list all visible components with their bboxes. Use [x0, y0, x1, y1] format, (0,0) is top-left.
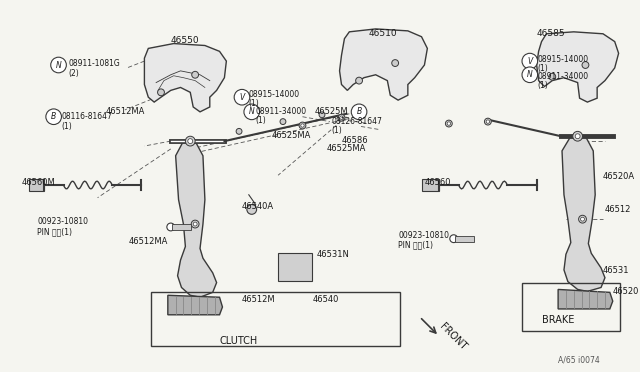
- Bar: [151, 292, 400, 346]
- Text: B: B: [51, 112, 56, 121]
- Circle shape: [486, 120, 490, 123]
- Circle shape: [356, 77, 362, 84]
- Circle shape: [340, 116, 343, 119]
- Text: 46560M: 46560M: [22, 178, 55, 187]
- Circle shape: [280, 119, 286, 125]
- Polygon shape: [562, 136, 605, 291]
- Text: 46560: 46560: [424, 178, 451, 187]
- Text: (1): (1): [332, 125, 342, 135]
- Bar: [278, 253, 312, 280]
- Text: (1): (1): [61, 122, 72, 131]
- Circle shape: [244, 104, 260, 120]
- Circle shape: [46, 109, 61, 125]
- Text: 46512MA: 46512MA: [106, 107, 145, 116]
- Bar: [29, 179, 44, 191]
- Text: 08911-1081G: 08911-1081G: [68, 59, 120, 68]
- Text: 08915-14000: 08915-14000: [538, 55, 589, 64]
- Text: 46520: 46520: [612, 288, 639, 296]
- Text: 08126-81647: 08126-81647: [332, 117, 383, 126]
- Circle shape: [167, 223, 175, 231]
- Circle shape: [575, 134, 580, 139]
- Circle shape: [319, 112, 325, 118]
- Circle shape: [522, 67, 538, 83]
- Circle shape: [193, 222, 197, 226]
- Circle shape: [445, 120, 452, 127]
- Circle shape: [51, 57, 67, 73]
- Circle shape: [192, 71, 198, 78]
- Bar: [454, 236, 474, 242]
- Circle shape: [579, 215, 586, 223]
- Text: BRAKE: BRAKE: [541, 315, 574, 325]
- Text: 46531N: 46531N: [317, 250, 350, 259]
- Text: PIN ビつ(1): PIN ビつ(1): [398, 241, 433, 250]
- Text: 46512MA: 46512MA: [129, 237, 168, 246]
- Circle shape: [549, 73, 556, 80]
- Circle shape: [186, 136, 195, 146]
- Text: 46510: 46510: [369, 29, 397, 38]
- Text: A/65 i0074: A/65 i0074: [558, 356, 600, 365]
- Text: 46540A: 46540A: [242, 202, 274, 211]
- Text: N: N: [527, 70, 532, 79]
- Text: 08911-34000: 08911-34000: [255, 107, 307, 116]
- Text: 46525MA: 46525MA: [327, 144, 366, 153]
- Text: 46512: 46512: [605, 205, 631, 214]
- Circle shape: [234, 89, 250, 105]
- Text: B: B: [356, 108, 362, 116]
- Polygon shape: [168, 295, 223, 315]
- Text: 46585: 46585: [537, 29, 565, 38]
- Text: PIN ビつ(1): PIN ビつ(1): [37, 227, 72, 236]
- Text: (1): (1): [538, 64, 548, 73]
- Circle shape: [573, 131, 582, 141]
- Circle shape: [392, 60, 399, 67]
- Text: 46531: 46531: [603, 266, 630, 275]
- Text: (2): (2): [68, 69, 79, 78]
- Text: V: V: [239, 93, 244, 102]
- Polygon shape: [145, 44, 227, 112]
- Text: 08915-14000: 08915-14000: [249, 90, 300, 99]
- Circle shape: [191, 220, 199, 228]
- Text: FRONT: FRONT: [437, 322, 468, 352]
- Circle shape: [450, 235, 458, 243]
- Bar: [172, 224, 191, 230]
- Text: 46540: 46540: [312, 295, 339, 304]
- Circle shape: [522, 53, 538, 69]
- Text: (1): (1): [538, 81, 548, 90]
- Text: 46550: 46550: [171, 36, 200, 45]
- Text: N: N: [249, 108, 255, 116]
- Text: (1): (1): [255, 116, 266, 125]
- Text: 00923-10810: 00923-10810: [37, 217, 88, 226]
- Circle shape: [188, 139, 193, 144]
- Text: 46525M: 46525M: [314, 107, 348, 116]
- Polygon shape: [340, 29, 428, 100]
- Circle shape: [447, 122, 451, 125]
- Text: 00923-10810: 00923-10810: [398, 231, 449, 240]
- Text: 46586: 46586: [342, 136, 368, 145]
- Text: V: V: [527, 57, 532, 65]
- Circle shape: [582, 62, 589, 68]
- Text: 46525MA: 46525MA: [271, 131, 310, 140]
- Circle shape: [157, 89, 164, 96]
- Circle shape: [351, 104, 367, 120]
- Circle shape: [484, 118, 492, 125]
- Circle shape: [236, 128, 242, 134]
- Circle shape: [299, 122, 306, 129]
- Circle shape: [247, 205, 257, 214]
- Bar: [422, 179, 439, 191]
- Circle shape: [580, 217, 584, 221]
- Text: (1): (1): [249, 99, 260, 108]
- Bar: [522, 283, 620, 331]
- Circle shape: [301, 124, 304, 127]
- Polygon shape: [537, 32, 619, 102]
- Text: 08911-34000: 08911-34000: [538, 72, 589, 81]
- Text: N: N: [56, 61, 61, 70]
- Polygon shape: [175, 141, 216, 297]
- Text: 46512M: 46512M: [242, 295, 276, 304]
- Polygon shape: [558, 289, 612, 309]
- Circle shape: [338, 114, 345, 121]
- Text: 08116-81647: 08116-81647: [61, 112, 113, 121]
- Text: 46520A: 46520A: [603, 172, 635, 181]
- Text: CLUTCH: CLUTCH: [220, 336, 258, 346]
